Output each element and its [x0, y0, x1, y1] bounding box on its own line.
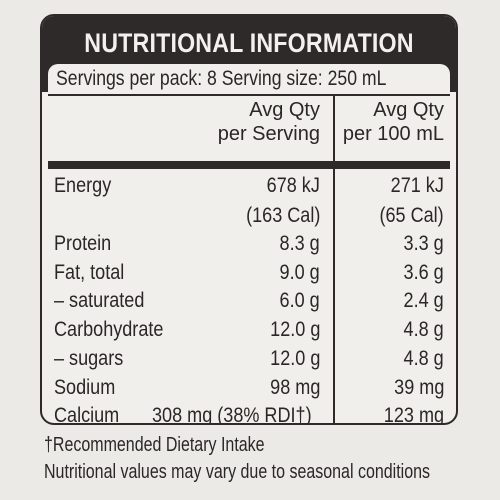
servings-line: Servings per pack: 8 Serving size: 250 m…	[48, 64, 450, 94]
table-row: Fat, total 9.0 g 3.6 g	[42, 259, 456, 287]
nutrient-label: Protein	[54, 232, 112, 255]
table-row: – saturated 6.0 g 2.4 g	[42, 287, 456, 315]
per-100ml-value: 39 mg	[393, 376, 444, 399]
per-100ml-value: 4.8 g	[403, 318, 444, 341]
per-100ml-header-line2: per 100 mL	[342, 123, 444, 145]
table-row: Energy 678 kJ 271 kJ	[42, 172, 456, 200]
table-row: Calcium 308 mg (38% RDI†) 123 mg	[42, 402, 456, 425]
per-serving-value: 678 kJ	[266, 174, 320, 197]
footnote-variation: Nutritional values may vary due to seaso…	[44, 461, 430, 483]
thick-divider	[48, 161, 450, 169]
per-serving-value: 9.0 g	[279, 261, 320, 284]
per-serving-value: 98 mg	[269, 376, 320, 399]
table-row: Sodium 98 mg 39 mg	[42, 374, 456, 402]
table-row: Protein 8.3 g 3.3 g	[42, 230, 456, 258]
per-serving-value: 6.0 g	[279, 289, 320, 312]
nutrient-label: Calcium	[54, 404, 120, 425]
table-row: – sugars 12.0 g 4.8 g	[42, 345, 456, 373]
column-divider	[333, 96, 335, 423]
nutrition-panel: NUTRITIONAL INFORMATION Servings per pac…	[40, 14, 458, 425]
per-serving-value: (163 Cal)	[245, 204, 320, 227]
nutrient-label: Fat, total	[54, 261, 125, 284]
header-divider	[48, 94, 450, 96]
table-row: Carbohydrate 12.0 g 4.8 g	[42, 316, 456, 344]
per-100ml-header-line1: Avg Qty	[373, 99, 444, 121]
per-100ml-value: 271 kJ	[390, 174, 444, 197]
nutrient-label: – saturated	[54, 289, 145, 312]
per-serving-header-line1: Avg Qty	[249, 99, 320, 121]
per-serving-header-line2: per Serving	[217, 123, 320, 145]
per-100ml-value: 2.4 g	[403, 289, 444, 312]
per-serving-value: 8.3 g	[279, 232, 320, 255]
per-serving-value: 12.0 g	[269, 318, 320, 341]
per-100ml-value: 4.8 g	[403, 347, 444, 370]
per-serving-value: 12.0 g	[269, 347, 320, 370]
per-100ml-value: (65 Cal)	[379, 204, 444, 227]
per-100ml-value: 123 mg	[383, 404, 444, 425]
servings-text: Servings per pack: 8 Serving size: 250 m…	[56, 67, 387, 90]
per-100ml-value: 3.3 g	[403, 232, 444, 255]
nutrient-label: Carbohydrate	[54, 318, 164, 341]
footnote-rdi: †Recommended Dietary Intake	[44, 434, 265, 456]
panel-title: NUTRITIONAL INFORMATION	[84, 28, 414, 58]
nutrient-label: Sodium	[54, 376, 116, 399]
per-serving-value: 308 mg (38% RDI†)	[152, 404, 312, 425]
nutrient-label: – sugars	[54, 347, 124, 370]
per-100ml-header: Avg Qty per 100 mL	[343, 98, 444, 146]
table-row: (163 Cal) (65 Cal)	[42, 202, 456, 230]
per-100ml-value: 3.6 g	[403, 261, 444, 284]
per-serving-header: Avg Qty per Serving	[218, 98, 320, 146]
nutrient-label: Energy	[54, 174, 112, 197]
